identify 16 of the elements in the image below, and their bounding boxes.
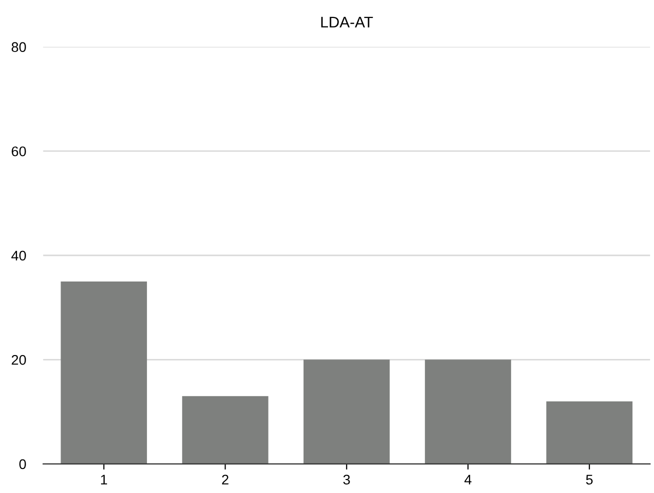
- x-tick-label: 5: [586, 474, 593, 485]
- bar: [424, 360, 512, 464]
- y-tick-label: 20: [12, 354, 26, 365]
- chart-title: LDA-AT: [321, 16, 373, 28]
- y-tick-label: 40: [11, 250, 26, 261]
- y-tick-label: 60: [12, 146, 26, 156]
- x-tick-label: 2: [222, 474, 228, 484]
- bar: [546, 401, 632, 464]
- bar: [182, 396, 268, 464]
- y-tick-label: 0: [19, 459, 26, 470]
- bar: [304, 360, 390, 464]
- bar: [60, 281, 147, 464]
- y-tick-label: 80: [12, 42, 26, 52]
- x-tick-label: 4: [464, 474, 472, 484]
- x-tick-label: 1: [101, 474, 108, 484]
- x-tick-label: 3: [343, 474, 350, 485]
